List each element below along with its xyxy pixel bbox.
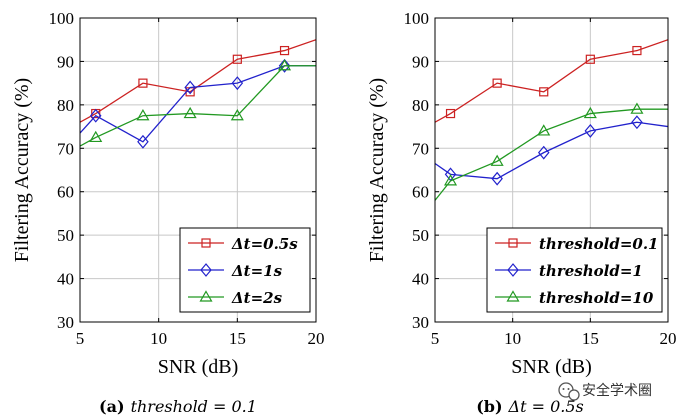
- y-tick-label: 70: [412, 139, 429, 158]
- legend-marker: [201, 238, 211, 248]
- data-point: [232, 54, 242, 64]
- x-tick-label: 5: [76, 329, 85, 348]
- x-axis-label: SNR (dB): [158, 356, 239, 378]
- series-line: [435, 39, 668, 123]
- data-point: [630, 102, 644, 114]
- y-tick-label: 40: [57, 270, 74, 289]
- data-point: [537, 145, 550, 160]
- y-tick-label: 90: [412, 52, 429, 71]
- watermark: 安全学术圈: [558, 382, 652, 401]
- x-tick-label: 15: [582, 329, 599, 348]
- series-2: [435, 102, 668, 201]
- legend-marker: [200, 263, 212, 277]
- data-point: [585, 54, 595, 64]
- legend: Δt=0.5s Δt=1s Δt=2s: [179, 227, 311, 313]
- data-point: [632, 45, 642, 56]
- data-point: [183, 106, 197, 119]
- data-point: [184, 80, 196, 95]
- data-point: [445, 108, 456, 119]
- y-tick-label: 80: [57, 96, 74, 115]
- data-point: [231, 76, 244, 91]
- data-point: [584, 123, 597, 138]
- y-tick-label: 60: [57, 183, 74, 202]
- caption-prefix: (a): [99, 397, 125, 416]
- y-tick-label: 100: [49, 9, 75, 28]
- legend-label: threshold=0.1: [539, 235, 659, 253]
- y-tick-label: 40: [412, 270, 429, 289]
- legend-marker: [507, 263, 519, 277]
- data-point: [279, 45, 290, 56]
- y-tick-label: 90: [57, 52, 74, 71]
- series-line: [80, 65, 316, 147]
- y-tick-label: 50: [412, 226, 429, 245]
- series-line: [435, 121, 668, 180]
- series-line: [80, 65, 316, 143]
- y-tick-label: 70: [57, 139, 74, 158]
- series-0: [80, 39, 316, 123]
- data-point: [443, 174, 458, 186]
- data-point: [138, 78, 148, 88]
- y-tick-label: 60: [412, 183, 429, 202]
- legend-label: threshold=10: [539, 289, 654, 307]
- x-axis-label: SNR (dB): [511, 356, 592, 378]
- data-point: [277, 59, 292, 71]
- wechat-icon: [558, 382, 580, 401]
- data-point: [583, 106, 597, 119]
- caption-prefix: (b): [476, 397, 502, 416]
- series-2: [80, 59, 316, 147]
- plot-frame: [434, 17, 669, 323]
- legend-label: threshold=1: [539, 262, 643, 280]
- legend-label: Δt=2s: [231, 289, 283, 307]
- data-point: [631, 115, 643, 130]
- panel-caption: (b) Δt = 0.5s: [476, 397, 584, 416]
- data-point: [137, 134, 149, 149]
- x-tick-label: 10: [504, 329, 521, 348]
- y-tick-label: 30: [57, 313, 74, 332]
- panel-a: 5 10 15 20 30 40 50 60 70 80 90 100 SNR (dB) Filterin…: [11, 9, 325, 416]
- series-1: [80, 58, 316, 149]
- data-point: [490, 154, 504, 166]
- legend-marker: [506, 290, 520, 302]
- data-point: [537, 124, 551, 136]
- watermark-text: 安全学术圈: [582, 382, 652, 399]
- series-1: [435, 115, 668, 186]
- caption-text: threshold = 0.1: [131, 397, 257, 416]
- legend-marker: [199, 290, 213, 302]
- data-point: [230, 109, 244, 121]
- x-tick-label: 5: [431, 329, 440, 348]
- y-tick-label: 80: [412, 96, 429, 115]
- legend-label: Δt=0.5s: [231, 235, 298, 253]
- series-line: [435, 108, 668, 201]
- data-point: [89, 130, 103, 143]
- x-tick-label: 20: [660, 329, 677, 348]
- data-point: [492, 78, 502, 88]
- series-0: [435, 39, 668, 123]
- y-tick-label: 50: [57, 226, 74, 245]
- x-tick-label: 15: [229, 329, 246, 348]
- y-axis-label: Filtering Accuracy (%): [11, 78, 33, 262]
- data-point: [136, 109, 150, 121]
- y-tick-label: 30: [412, 313, 429, 332]
- data-point: [278, 58, 291, 73]
- data-point: [539, 87, 549, 97]
- x-tick-label: 20: [308, 329, 325, 348]
- data-point: [491, 171, 503, 186]
- y-axis-label: Filtering Accuracy (%): [366, 78, 388, 262]
- data-point: [89, 108, 102, 123]
- panel-caption: (a) threshold = 0.1: [99, 397, 257, 416]
- x-tick-label: 10: [150, 329, 167, 348]
- plot-frame: [79, 17, 317, 323]
- y-tick-label: 100: [404, 9, 430, 28]
- legend-marker: [508, 238, 518, 248]
- legend: threshold=0.1 threshold=1 threshold=10: [486, 227, 663, 313]
- series-line: [80, 39, 316, 123]
- panel-b: 5 10 15 20 30 40 50 60 70 80 90 100 SNR (dB) Filterin…: [366, 9, 677, 416]
- caption-text: Δt = 0.5s: [508, 397, 584, 416]
- legend-label: Δt=1s: [231, 262, 283, 280]
